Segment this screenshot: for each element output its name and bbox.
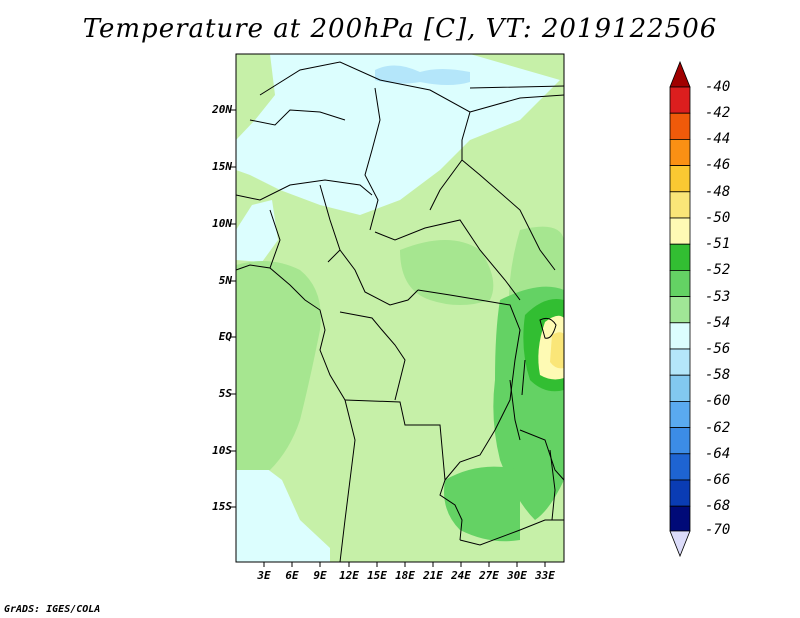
- colorbar-bottom-arrow: [669, 530, 691, 558]
- border-cameroon: [339, 249, 419, 306]
- colorbar-bin: [669, 296, 691, 324]
- lat-label: 15S: [212, 500, 232, 513]
- lon-label: 6E: [285, 569, 299, 582]
- cold-region-southwest: [236, 462, 330, 562]
- colorbar-bin: [669, 427, 691, 455]
- lat-label: 20N: [212, 103, 232, 116]
- lon-label: 15E: [367, 569, 387, 582]
- lon-label: 33E: [535, 569, 555, 582]
- lon-label: 30E: [507, 569, 527, 582]
- colorbar-bin: [669, 112, 691, 140]
- lon-label: 12E: [339, 569, 359, 582]
- colorbar-bin: [669, 322, 691, 350]
- border-chad-west: [364, 87, 381, 231]
- colorbar-bin: [669, 374, 691, 402]
- border-drc: [417, 289, 521, 481]
- colorbar-bin: [669, 269, 691, 297]
- colder-patch: [375, 65, 470, 85]
- colorbar-top-arrow: [669, 60, 691, 88]
- colorbar-bin: [669, 243, 691, 271]
- colorbar-label: -48: [705, 184, 731, 200]
- coastline-west: [235, 264, 356, 563]
- colorbar-label: -46: [705, 157, 731, 173]
- lon-label: 24E: [451, 569, 471, 582]
- colorbar-label: -56: [705, 341, 731, 357]
- border-congo: [339, 311, 406, 401]
- colorbar-label: -50: [705, 210, 731, 226]
- colorbar-bin: [669, 505, 691, 532]
- border-west-africa: [235, 179, 373, 201]
- colorbar-bin: [669, 453, 691, 481]
- lon-label: 27E: [479, 569, 499, 582]
- border-zambia: [459, 519, 564, 546]
- lake-tanganyika: [509, 359, 526, 441]
- warm-band-west: [236, 261, 321, 470]
- border-car: [374, 219, 521, 301]
- colorbar-label: -52: [705, 262, 731, 278]
- colorbar-label: -54: [705, 315, 731, 331]
- yellow-patch-core: [550, 332, 564, 369]
- lon-label: 9E: [313, 569, 327, 582]
- lat-label: 5N: [218, 274, 232, 287]
- colorbar-label: -40: [705, 79, 731, 95]
- map-frame: [235, 53, 565, 563]
- colorbar-label: -53: [705, 289, 731, 305]
- colorbar-label: -60: [705, 393, 731, 409]
- colorbar-label: -70: [705, 522, 731, 538]
- colorbar-bin: [669, 479, 691, 507]
- border-angola: [344, 399, 463, 541]
- cold-region-west: [236, 200, 278, 262]
- colorbar-bin: [669, 165, 691, 193]
- lat-label: EQ: [218, 330, 232, 343]
- colorbar-label: -44: [705, 131, 731, 147]
- cold-region-north: [236, 54, 560, 215]
- lat-label: 5S: [218, 387, 232, 400]
- colorbar-bin: [669, 217, 691, 245]
- lat-label: 10N: [212, 217, 232, 230]
- axis-ticks: [231, 109, 546, 567]
- lake-malawi: [549, 449, 556, 521]
- colorbar-bin: [669, 400, 691, 428]
- lat-label: 10S: [212, 444, 232, 457]
- colorbar-label: -66: [705, 472, 731, 488]
- colorbar-label: -62: [705, 420, 731, 436]
- colorbar-label: -51: [705, 236, 731, 252]
- grads-credit: GrADS: IGES/COLA: [4, 604, 101, 615]
- colorbar: [669, 60, 691, 558]
- country-borders: [235, 61, 565, 563]
- colorbar-bin: [669, 191, 691, 219]
- warmer-region-southeast: [444, 466, 520, 542]
- warm-band-central: [400, 240, 494, 305]
- map-panel: [235, 53, 565, 563]
- border-east: [519, 429, 565, 481]
- border-north-africa: [259, 61, 471, 211]
- lon-label: 18E: [395, 569, 415, 582]
- border-nigeria: [269, 184, 341, 269]
- colorbar-label: -68: [705, 498, 731, 514]
- lon-label: 21E: [423, 569, 443, 582]
- border-sudan: [461, 85, 565, 271]
- colorbar-bin: [669, 348, 691, 376]
- lat-label: 15N: [212, 160, 232, 173]
- colorbar-label: -58: [705, 367, 731, 383]
- colorbar-bin: [669, 86, 691, 114]
- lon-label: 3E: [257, 569, 271, 582]
- colorbar-label: -42: [705, 105, 731, 121]
- map-title: Temperature at 200hPa [C], VT: 201912250…: [82, 14, 718, 44]
- lake-victoria: [539, 317, 557, 339]
- colorbar-bin: [669, 138, 691, 166]
- colorbar-label: -64: [705, 446, 731, 462]
- border-niger: [249, 109, 346, 126]
